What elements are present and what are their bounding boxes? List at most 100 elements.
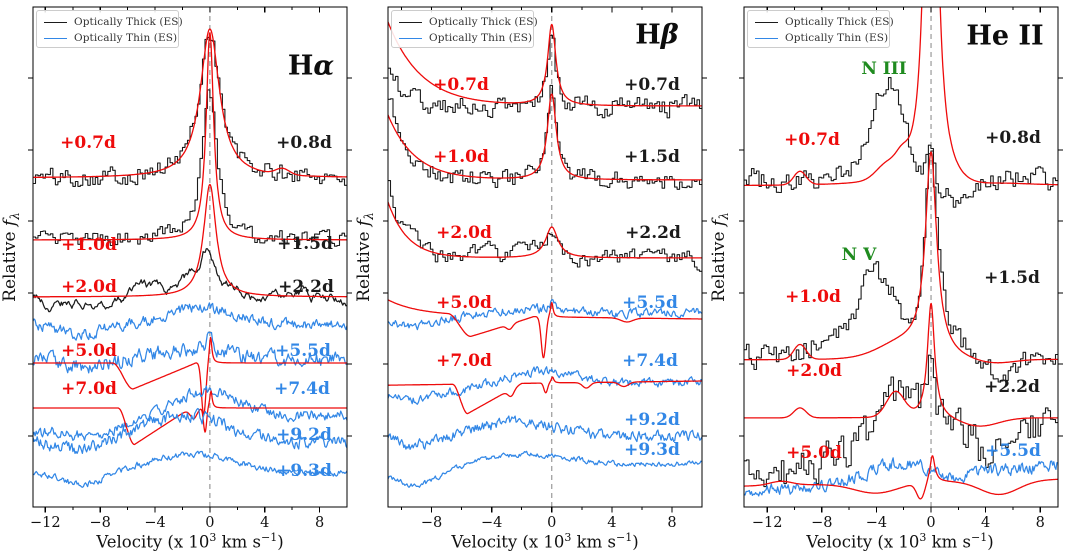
series-obs-9.2d <box>33 407 347 455</box>
series-model-0.7d <box>388 21 702 107</box>
axis-ticks <box>739 7 1063 513</box>
x-tick-label: −4 <box>144 515 165 531</box>
series-model-1.0d <box>33 32 347 241</box>
plot-border <box>743 6 1059 508</box>
legend-thin-label: Optically Thin (ES) <box>785 32 889 44</box>
legend-thick-label: Optically Thick (ES) <box>429 16 538 28</box>
legend-entry-thin: Optically Thin (ES) <box>399 30 533 46</box>
xlabel-e: ) <box>987 532 994 552</box>
xlabel-d: −1 <box>971 530 988 544</box>
epoch-label: +0.7d <box>60 133 116 153</box>
thick-line-swatch <box>44 21 67 23</box>
x-tick-label: −4 <box>866 515 887 531</box>
panel-hbeta: −8 −4 0 4 8 +0.7d +0.7d +1.0d +1.5d +2.0d +2.2d +5.… <box>354 0 710 559</box>
epoch-label: +5.5d <box>275 341 331 361</box>
epoch-label: +1.5d <box>277 234 333 254</box>
series-model-5.0d <box>33 336 347 415</box>
series-obs-0.8d <box>33 36 347 187</box>
x-tick-label: 4 <box>260 515 269 531</box>
epoch-label: N III <box>861 59 906 79</box>
series-obs-0.8d <box>744 77 1058 208</box>
series-model-5.0d <box>388 299 702 359</box>
ylabel-sub: λ <box>362 212 377 220</box>
epoch-label: +2.0d <box>436 223 492 243</box>
epoch-label: +5.5d <box>622 293 678 313</box>
x-tick-label: 4 <box>981 515 990 531</box>
title-main: H <box>287 50 314 82</box>
x-tick-label: 8 <box>1036 515 1045 531</box>
xlabel-e: ) <box>277 532 284 552</box>
series-model-0.7d <box>744 7 1058 187</box>
series-model-2.0d <box>33 183 347 298</box>
epoch-label: +0.8d <box>985 128 1041 148</box>
series-obs-1.5d <box>388 84 702 190</box>
ylabel-f: f <box>0 219 20 227</box>
ylabel-prefix: Relative <box>708 226 729 302</box>
epoch-label: +1.0d <box>785 287 841 307</box>
epoch-label: +7.0d <box>61 379 117 399</box>
epoch-label: +2.2d <box>984 377 1040 397</box>
epoch-label: +1.5d <box>624 147 680 167</box>
curves-group <box>33 7 347 507</box>
legend-entry-thick: Optically Thick (ES) <box>755 14 894 30</box>
x-tick-label: 4 <box>607 515 616 531</box>
epoch-label: +2.0d <box>786 361 842 381</box>
x-tick-label: −8 <box>90 515 111 531</box>
epoch-label: +9.2d <box>624 410 680 430</box>
x-tick-label: −12 <box>752 515 783 531</box>
thin-line-swatch <box>399 37 422 39</box>
epoch-label: +7.4d <box>622 351 678 371</box>
xlabel-c: km s <box>216 532 262 552</box>
series-obs-7.4d <box>33 385 347 441</box>
epoch-label: +1.0d <box>433 147 489 167</box>
x-axis-label: Velocity (x 103 km s−1) <box>806 531 993 552</box>
title-greek: β <box>660 19 679 51</box>
legend-box: Optically Thick (ES) Optically Thin (ES) <box>747 10 894 48</box>
thin-line-swatch <box>44 37 67 39</box>
epoch-label: +5.5d <box>985 441 1041 461</box>
title-main: He II <box>966 20 1044 52</box>
epoch-label: +2.2d <box>625 223 681 243</box>
series-obs-thin-upper <box>33 302 347 341</box>
thin-line-swatch <box>755 37 778 39</box>
epoch-label: +2.2d <box>278 277 334 297</box>
legend-thin-label: Optically Thin (ES) <box>429 32 533 44</box>
ylabel-f: f <box>708 219 729 227</box>
epoch-label: +0.8d <box>276 133 332 153</box>
legend-thick-label: Optically Thick (ES) <box>785 16 894 28</box>
x-tick-label: −8 <box>811 515 832 531</box>
axis-ticks <box>28 7 352 513</box>
epoch-label: +9.3d <box>276 461 332 481</box>
xlabel-b: 3 <box>919 530 927 544</box>
series-obs-2.2d <box>33 248 347 313</box>
series-model-7.0d <box>388 376 702 415</box>
series-obs-1.5d <box>744 144 1058 383</box>
epoch-label: +2.0d <box>61 277 117 297</box>
x-tick-label: −12 <box>30 515 61 531</box>
heii-plot-canvas: −12 −8 −4 0 4 8 N III +0.7d +0.8d N V +1.0d +1.5d +2… <box>739 6 1063 531</box>
plot-border <box>32 6 348 508</box>
series-obs-9.3d <box>33 450 347 488</box>
legend-entry-thick: Optically Thick (ES) <box>399 14 538 30</box>
panel-heii: −12 −8 −4 0 4 8 N III +0.7d +0.8d N V +1.0d +1.5d +2… <box>708 0 1066 559</box>
epoch-label: N V <box>842 245 877 265</box>
x-tick-label: 8 <box>315 515 324 531</box>
series-obs-9.2d <box>388 415 702 450</box>
ylabel-sub: λ <box>717 212 732 220</box>
ylabel-sub: λ <box>8 212 23 220</box>
epoch-label: +1.0d <box>61 235 117 255</box>
x-tick-label: 0 <box>926 515 935 531</box>
ylabel-prefix: Relative <box>0 226 20 302</box>
x-tick-label: 0 <box>547 515 556 531</box>
x-tick-label: −8 <box>421 515 442 531</box>
epoch-label: +5.0d <box>786 443 842 463</box>
legend-box: Optically Thick (ES) Optically Thin (ES) <box>391 10 538 48</box>
curves-group <box>388 7 702 507</box>
epoch-label: +9.3d <box>624 440 680 460</box>
x-tick-label: 8 <box>667 515 676 531</box>
series-model-1.0d <box>388 93 702 181</box>
plot-border <box>387 6 703 508</box>
xlabel-c: km s <box>571 532 617 552</box>
epoch-label: +7.0d <box>436 351 492 371</box>
